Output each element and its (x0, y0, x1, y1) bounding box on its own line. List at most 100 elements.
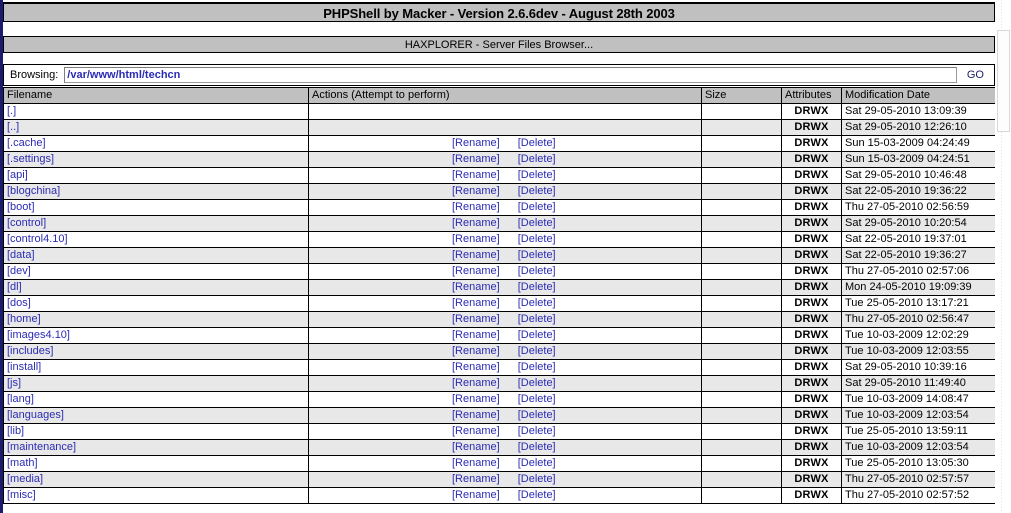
file-link[interactable]: [.settings] (7, 153, 55, 165)
rename-link[interactable]: [Rename] (452, 345, 500, 357)
delete-link[interactable]: [Delete] (517, 409, 556, 421)
file-link[interactable]: [lib] (7, 425, 25, 437)
file-link[interactable]: [install] (7, 361, 42, 373)
delete-link[interactable]: [Delete] (517, 137, 556, 149)
cell-modified: Tue 10-03-2009 12:02:29 (841, 327, 996, 344)
file-link[interactable]: [.cache] (7, 137, 46, 149)
cell-modified: Sun 15-03-2009 04:24:51 (841, 151, 996, 168)
rename-link[interactable]: [Rename] (452, 169, 500, 181)
file-link[interactable]: [lang] (7, 393, 34, 405)
file-link[interactable]: [home] (7, 313, 41, 325)
rename-link[interactable]: [Rename] (452, 281, 500, 293)
file-link[interactable]: [api] (7, 169, 28, 181)
delete-link[interactable]: [Delete] (517, 425, 556, 437)
delete-link[interactable]: [Delete] (517, 217, 556, 229)
file-browser-table: Filename Actions (Attempt to perform) Si… (3, 87, 996, 504)
cell-size (701, 375, 782, 392)
delete-link[interactable]: [Delete] (517, 377, 556, 389)
rename-link[interactable]: [Rename] (452, 489, 500, 501)
table-row: [lang] [Rename] [Delete] DRWX Tue 10-03-2009… (3, 391, 996, 408)
cell-attributes: DRWX (781, 183, 842, 200)
file-link[interactable]: [images4.10] (7, 329, 70, 341)
delete-link[interactable]: [Delete] (517, 169, 556, 181)
file-link[interactable]: [media] (7, 473, 44, 485)
rename-link[interactable]: [Rename] (452, 441, 500, 453)
file-link[interactable]: [blogchina] (7, 185, 61, 197)
file-link[interactable]: [math] (7, 457, 38, 469)
delete-link[interactable]: [Delete] (517, 153, 556, 165)
file-link[interactable]: [control4.10] (7, 233, 68, 245)
delete-link[interactable]: [Delete] (517, 393, 556, 405)
rename-link[interactable]: [Rename] (452, 457, 500, 469)
cell-modified: Tue 25-05-2010 13:59:11 (841, 423, 996, 440)
browsing-bar: Browsing: GO (3, 64, 995, 86)
rename-link[interactable]: [Rename] (452, 425, 500, 437)
page-title: PHPShell by Macker - Version 2.6.6dev - … (3, 2, 995, 22)
file-link[interactable]: [.] (7, 105, 17, 117)
cell-attributes: DRWX (781, 295, 842, 312)
path-input[interactable] (64, 67, 957, 83)
file-link[interactable]: [dev] (7, 265, 31, 277)
cell-size (701, 407, 782, 424)
cell-filename: [api] (3, 167, 309, 184)
delete-link[interactable]: [Delete] (517, 457, 556, 469)
cell-filename: [install] (3, 359, 309, 376)
rename-link[interactable]: [Rename] (452, 313, 500, 325)
delete-link[interactable]: [Delete] (517, 441, 556, 453)
action-links: [Rename] [Delete] (312, 297, 698, 311)
file-link[interactable]: [misc] (7, 489, 36, 501)
cell-modified: Thu 27-05-2010 02:57:06 (841, 263, 996, 280)
rename-link[interactable]: [Rename] (452, 217, 500, 229)
rename-link[interactable]: [Rename] (452, 185, 500, 197)
delete-link[interactable]: [Delete] (517, 473, 556, 485)
scrollbar-thumb[interactable] (997, 30, 1010, 132)
file-link[interactable]: [includes] (7, 345, 54, 357)
cell-attributes: DRWX (781, 215, 842, 232)
delete-link[interactable]: [Delete] (517, 489, 556, 501)
go-button[interactable]: GO (966, 69, 984, 81)
rename-link[interactable]: [Rename] (452, 297, 500, 309)
delete-link[interactable]: [Delete] (517, 281, 556, 293)
rename-link[interactable]: [Rename] (452, 201, 500, 213)
file-link[interactable]: [dl] (7, 281, 22, 293)
action-links: [Rename] [Delete] (312, 201, 698, 215)
cell-actions: [Rename] [Delete] (308, 471, 702, 488)
file-link[interactable]: [data] (7, 249, 35, 261)
rename-link[interactable]: [Rename] (452, 249, 500, 261)
rename-link[interactable]: [Rename] (452, 409, 500, 421)
delete-link[interactable]: [Delete] (517, 185, 556, 197)
cell-actions (308, 103, 702, 120)
file-link[interactable]: [control] (7, 217, 47, 229)
delete-link[interactable]: [Delete] (517, 297, 556, 309)
cell-attributes: DRWX (781, 167, 842, 184)
cell-attributes: DRWX (781, 375, 842, 392)
rename-link[interactable]: [Rename] (452, 153, 500, 165)
cell-size (701, 167, 782, 184)
rename-link[interactable]: [Rename] (452, 137, 500, 149)
rename-link[interactable]: [Rename] (452, 233, 500, 245)
file-link[interactable]: [maintenance] (7, 441, 77, 453)
delete-link[interactable]: [Delete] (517, 329, 556, 341)
rename-link[interactable]: [Rename] (452, 377, 500, 389)
rename-link[interactable]: [Rename] (452, 393, 500, 405)
rename-link[interactable]: [Rename] (452, 361, 500, 373)
delete-link[interactable]: [Delete] (517, 265, 556, 277)
cell-attributes: DRWX (781, 231, 842, 248)
file-link[interactable]: [languages] (7, 409, 64, 421)
rename-link[interactable]: [Rename] (452, 265, 500, 277)
delete-link[interactable]: [Delete] (517, 249, 556, 261)
file-link[interactable]: [dos] (7, 297, 31, 309)
file-link[interactable]: [js] (7, 377, 22, 389)
delete-link[interactable]: [Delete] (517, 201, 556, 213)
file-link[interactable]: [boot] (7, 201, 35, 213)
vertical-scrollbar[interactable] (995, 0, 1011, 513)
rename-link[interactable]: [Rename] (452, 473, 500, 485)
rename-link[interactable]: [Rename] (452, 329, 500, 341)
cell-filename: [images4.10] (3, 327, 309, 344)
file-link[interactable]: [..] (7, 121, 20, 133)
delete-link[interactable]: [Delete] (517, 361, 556, 373)
delete-link[interactable]: [Delete] (517, 233, 556, 245)
delete-link[interactable]: [Delete] (517, 313, 556, 325)
delete-link[interactable]: [Delete] (517, 345, 556, 357)
